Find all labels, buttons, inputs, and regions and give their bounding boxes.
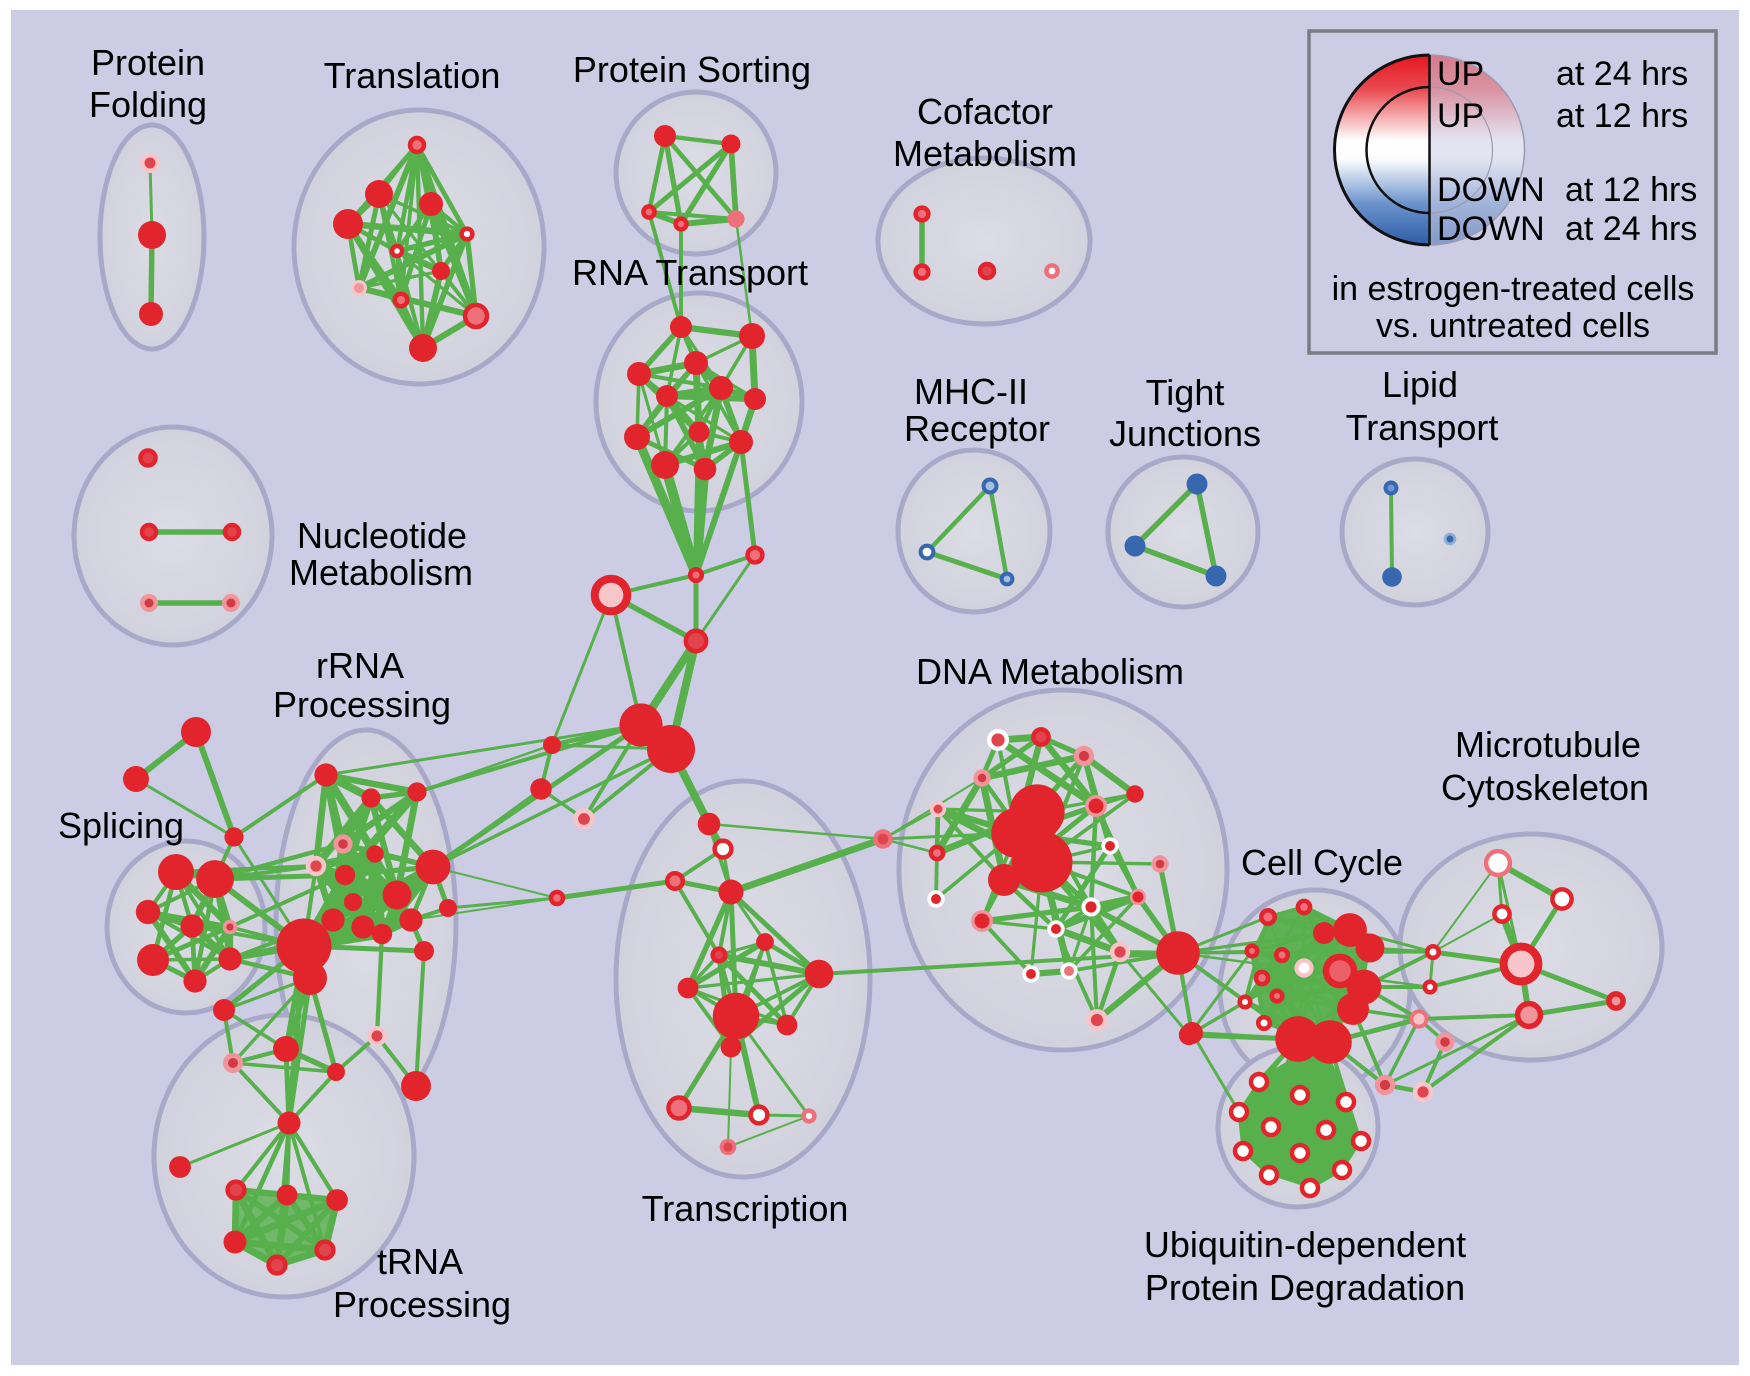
svg-text:at 12 hrs: at 12 hrs	[1556, 97, 1688, 135]
svg-text:DNA Metabolism: DNA Metabolism	[916, 651, 1184, 692]
svg-text:Processing: Processing	[273, 684, 451, 725]
svg-text:Ubiquitin-dependent: Ubiquitin-dependent	[1144, 1224, 1466, 1265]
svg-text:UP: UP	[1437, 97, 1484, 135]
svg-text:tRNA: tRNA	[377, 1241, 463, 1282]
svg-text:Splicing: Splicing	[58, 805, 184, 846]
svg-text:at 12 hrs: at 12 hrs	[1565, 171, 1697, 209]
svg-text:Tight: Tight	[1146, 372, 1225, 413]
svg-text:vs. untreated cells: vs. untreated cells	[1376, 307, 1650, 345]
svg-text:Metabolism: Metabolism	[289, 552, 473, 593]
svg-text:Nucleotide: Nucleotide	[297, 515, 467, 556]
svg-text:Cofactor: Cofactor	[917, 91, 1053, 132]
svg-text:Lipid: Lipid	[1382, 364, 1458, 405]
svg-text:RNA Transport: RNA Transport	[572, 252, 808, 293]
svg-text:Translation: Translation	[324, 55, 501, 96]
svg-text:UP: UP	[1437, 55, 1484, 93]
svg-text:DOWN: DOWN	[1437, 171, 1545, 209]
svg-text:in estrogen-treated cells: in estrogen-treated cells	[1332, 270, 1695, 308]
svg-text:Cell Cycle: Cell Cycle	[1241, 842, 1403, 883]
svg-text:Folding: Folding	[89, 84, 207, 125]
svg-text:Protein: Protein	[91, 42, 205, 83]
svg-text:Metabolism: Metabolism	[893, 133, 1077, 174]
svg-text:Receptor: Receptor	[904, 408, 1050, 449]
svg-text:Processing: Processing	[333, 1284, 511, 1325]
svg-text:Transport: Transport	[1346, 407, 1499, 448]
svg-text:at 24 hrs: at 24 hrs	[1565, 210, 1697, 248]
svg-text:Cytoskeleton: Cytoskeleton	[1441, 767, 1649, 808]
svg-text:Protein Sorting: Protein Sorting	[573, 49, 811, 90]
svg-text:Transcription: Transcription	[642, 1188, 849, 1229]
svg-text:Junctions: Junctions	[1109, 413, 1261, 454]
svg-text:MHC-II: MHC-II	[914, 371, 1028, 412]
svg-text:Protein Degradation: Protein Degradation	[1145, 1267, 1465, 1308]
svg-text:at 24 hrs: at 24 hrs	[1556, 55, 1688, 93]
svg-text:DOWN: DOWN	[1437, 210, 1545, 248]
svg-text:rRNA: rRNA	[316, 645, 404, 686]
svg-text:Microtubule: Microtubule	[1455, 724, 1641, 765]
